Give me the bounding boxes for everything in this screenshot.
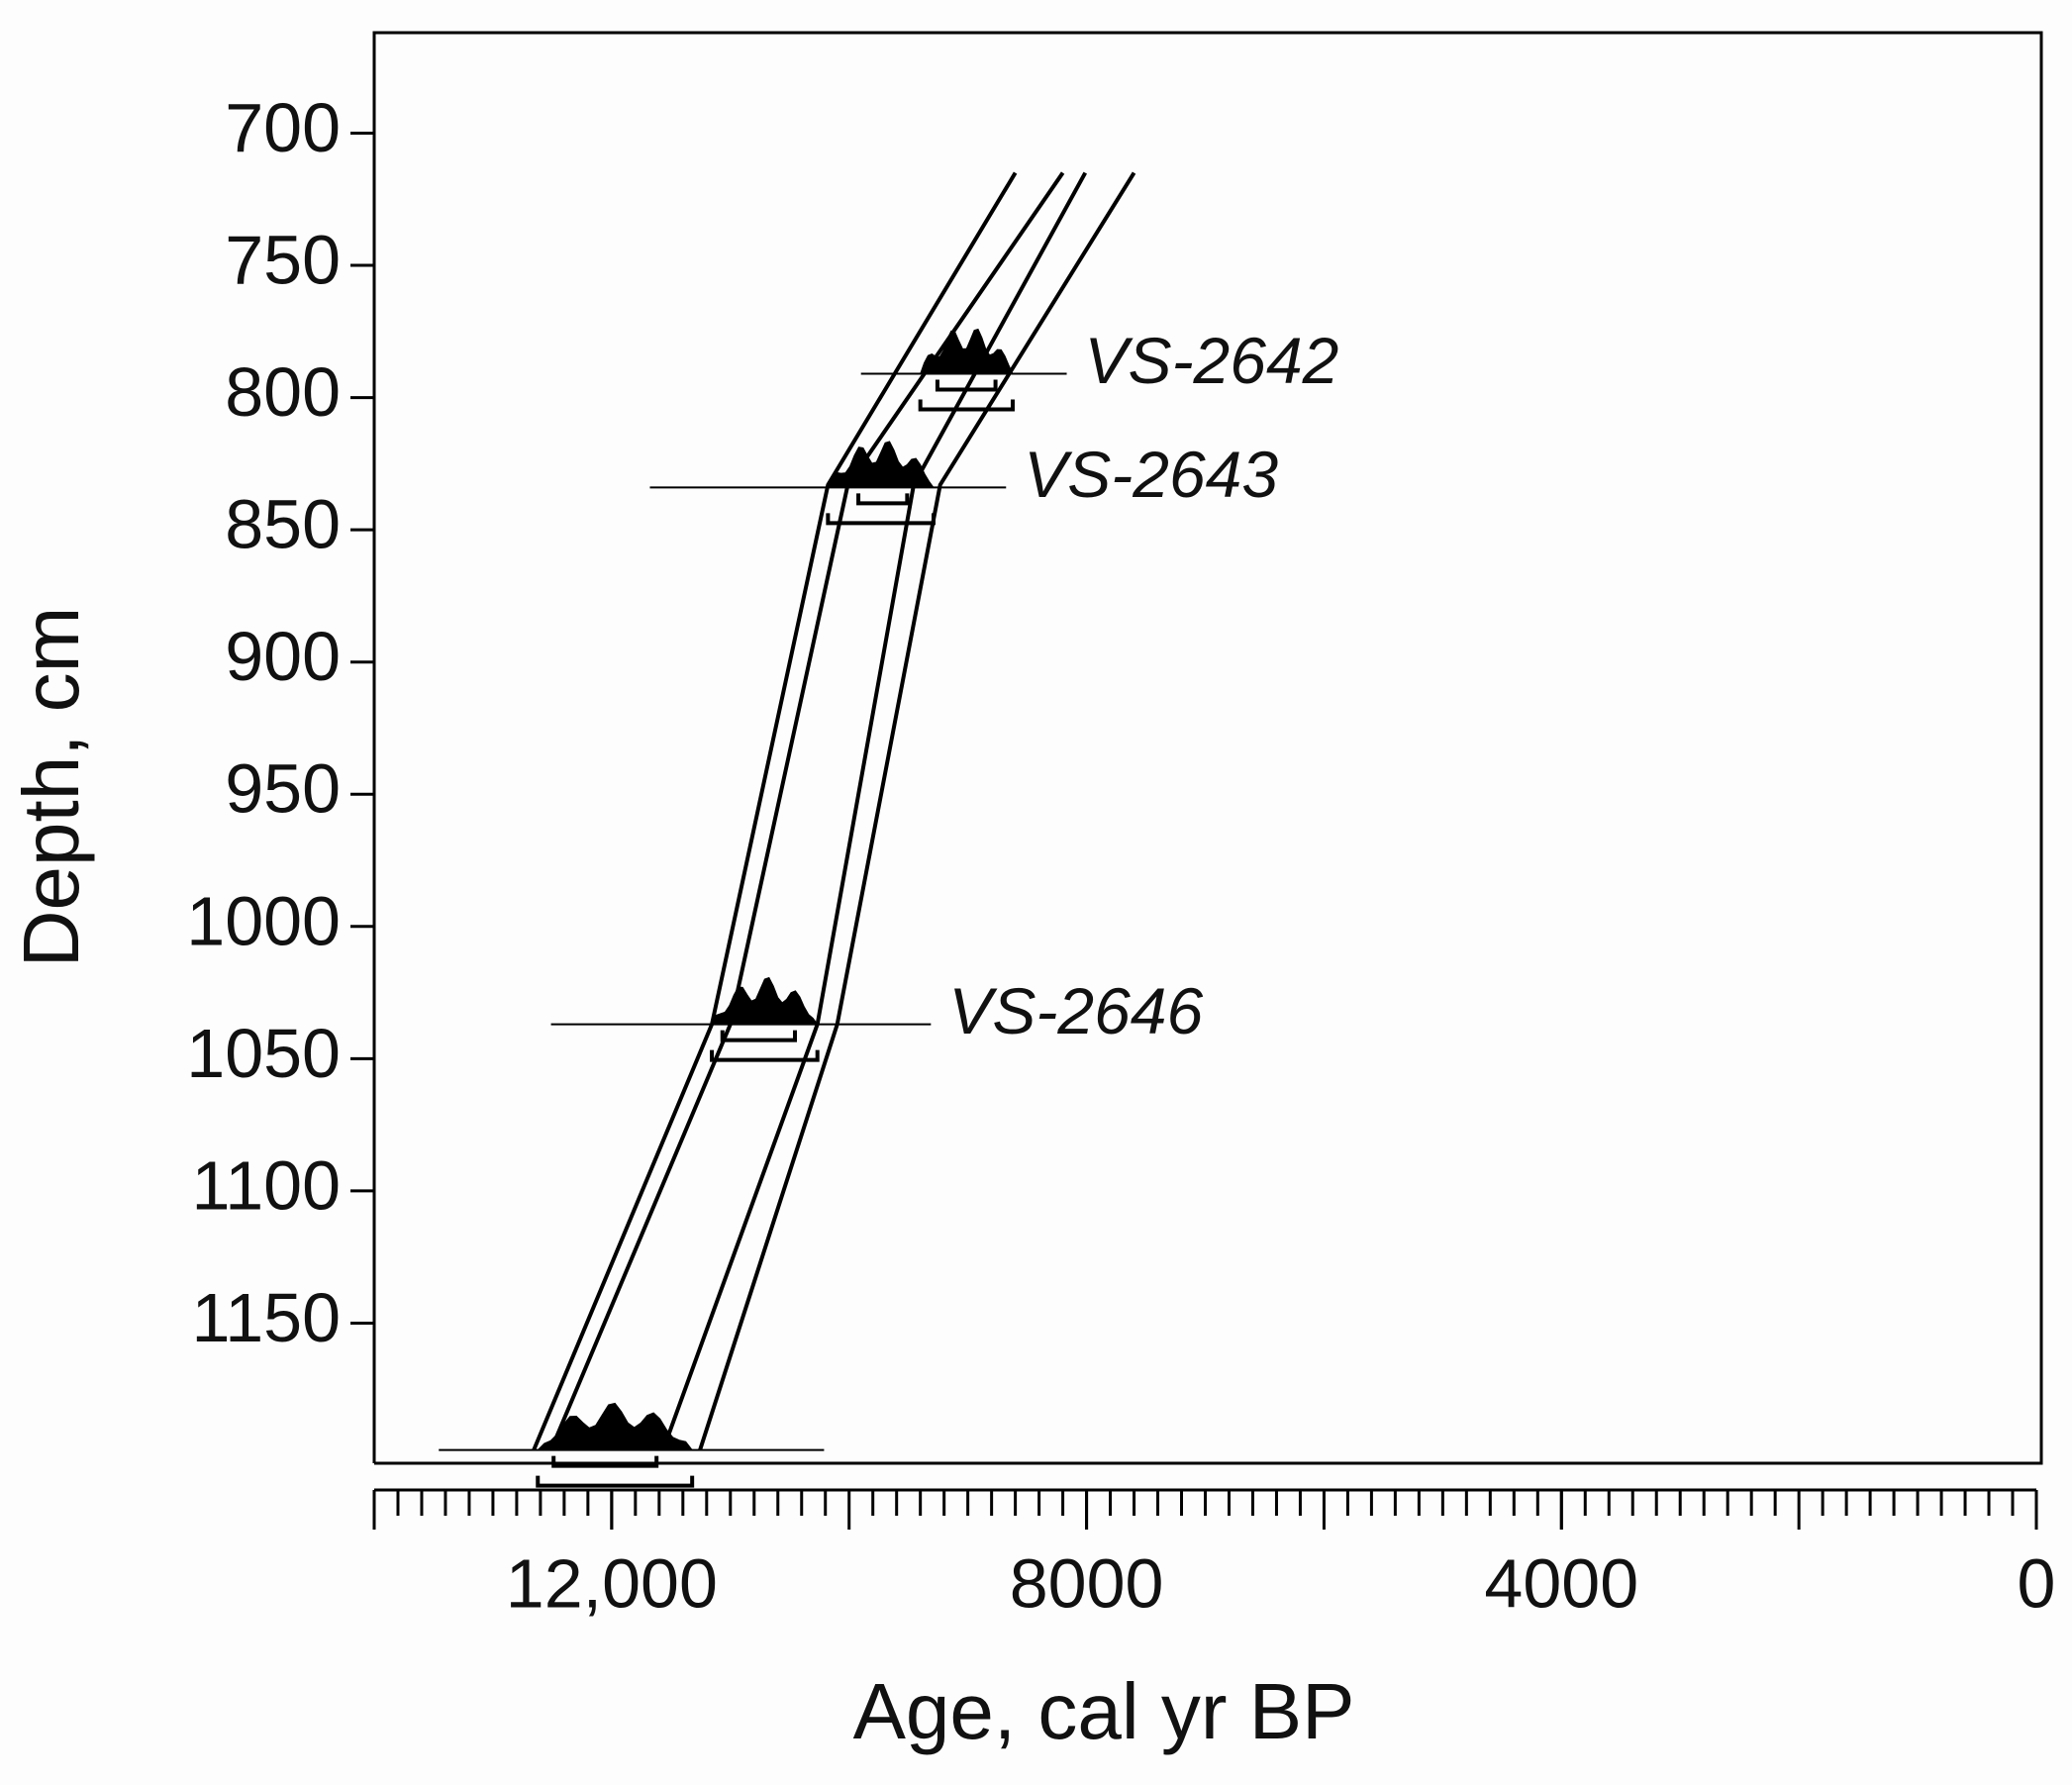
sigma2-range [710,1049,820,1062]
model-line [698,171,1136,1451]
y-tick-label: 1100 [191,1146,341,1224]
sigma2-range [918,399,1015,412]
x-tick-label: 8000 [1010,1544,1164,1622]
model-line [660,171,1088,1451]
sigma1-range [856,493,910,506]
probability-distribution [827,441,935,488]
sample-label: VS-2646 [948,974,1203,1047]
sigma1-range [720,1030,798,1042]
y-tick-label: 1050 [186,1015,341,1092]
x-tick-label: 4000 [1484,1544,1638,1622]
sigma1-range [935,379,998,392]
plot-frame [372,31,2043,1465]
y-tick-label: 850 [225,486,341,563]
y-tick-label: 1150 [191,1279,341,1356]
model-line [532,171,1018,1451]
x-axis-label: Age, cal yr BP [853,1667,1355,1755]
probability-distribution [537,1402,694,1451]
y-axis-label: Depth, cm [7,607,95,968]
probability-distribution [711,976,819,1026]
y-tick-label: 700 [225,89,341,166]
sample-label: VS-2642 [1085,324,1339,397]
y-tick-label: 750 [225,222,341,299]
probability-distribution [919,328,1014,375]
sigma1-range [551,1455,659,1468]
sample-label: VS-2643 [1024,438,1278,511]
sigma2-range [826,513,936,526]
model-line [548,171,1065,1451]
sigma2-range [536,1475,695,1488]
x-tick-label: 0 [2018,1544,2056,1622]
y-tick-label: 800 [225,353,341,431]
y-tick-label: 900 [225,618,341,695]
y-tick-label: 950 [225,750,341,828]
x-tick-label: 12,000 [506,1544,718,1622]
y-tick-label: 1000 [186,882,341,959]
